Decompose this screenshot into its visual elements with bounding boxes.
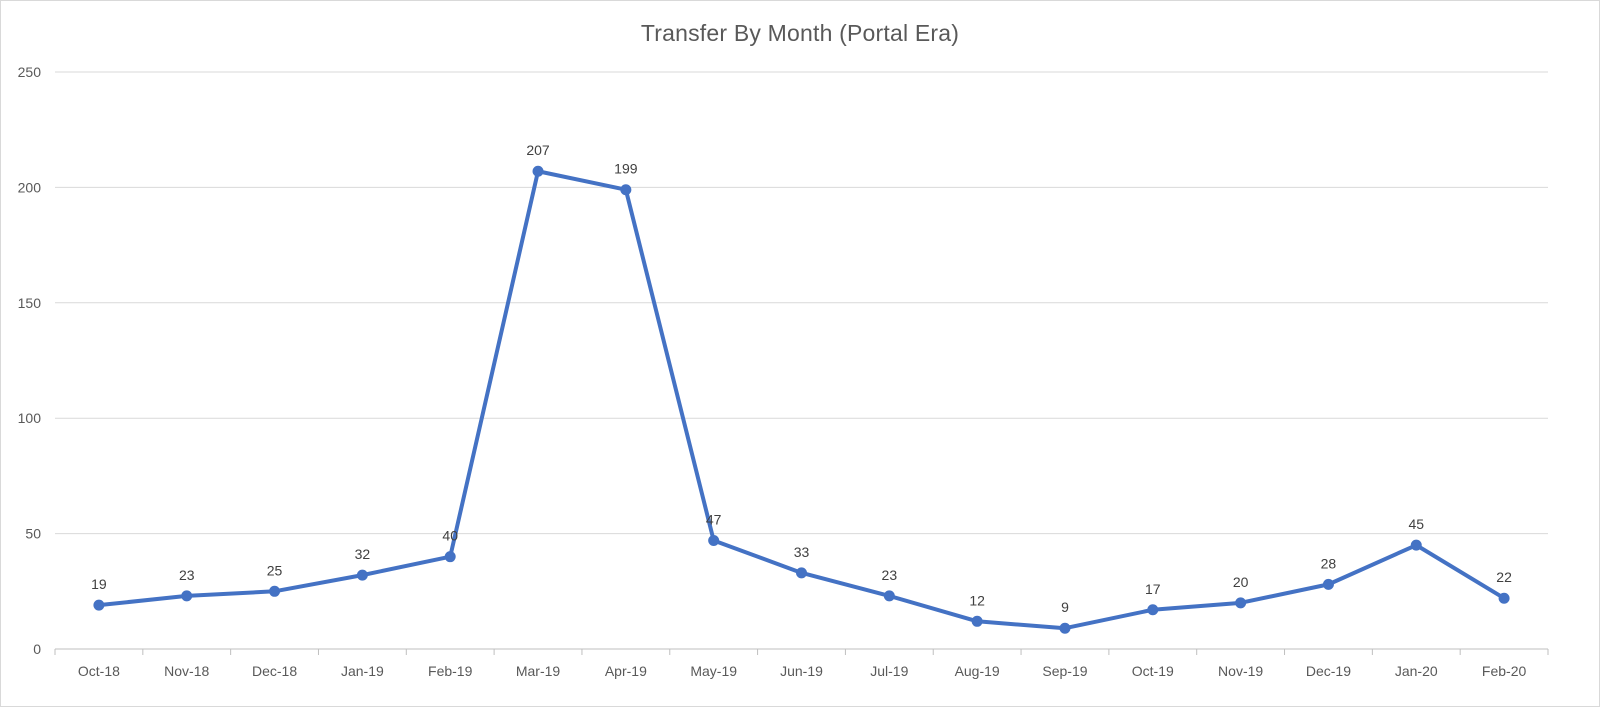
x-tick-label: Apr-19 <box>605 663 647 679</box>
x-axis: Oct-18 Nov-18 Dec-18 Jan-19 Feb-19 Mar-19 Apr-… <box>54 648 1549 679</box>
data-label: 199 <box>614 161 638 177</box>
data-point <box>883 590 895 602</box>
data-label: 45 <box>1408 516 1424 532</box>
x-tick-label: Feb-20 <box>1482 663 1527 679</box>
data-label: 20 <box>1233 574 1249 590</box>
y-axis: 0 50 100 150 200 250 <box>18 64 42 657</box>
data-label: 32 <box>355 546 371 562</box>
data-label: 28 <box>1321 555 1337 571</box>
data-point <box>708 535 720 547</box>
data-point <box>93 599 105 611</box>
data-point <box>1498 592 1510 604</box>
data-label: 9 <box>1061 599 1069 615</box>
x-tick-label: Oct-18 <box>78 663 120 679</box>
x-tick-label: Jan-20 <box>1395 663 1438 679</box>
data-label: 23 <box>179 567 195 583</box>
data-point <box>1235 597 1247 609</box>
x-tick-label: May-19 <box>690 663 737 679</box>
data-label: 207 <box>526 142 550 158</box>
data-point <box>1322 578 1334 590</box>
x-tick-label: Nov-18 <box>164 663 209 679</box>
gridlines <box>55 71 1548 535</box>
x-tick-label: Jun-19 <box>780 663 823 679</box>
series <box>93 165 1510 634</box>
data-point <box>356 569 368 581</box>
data-label: 33 <box>794 544 810 560</box>
data-point <box>269 585 281 597</box>
data-label: 47 <box>706 512 722 528</box>
data-label: 23 <box>882 567 898 583</box>
y-tick-label: 150 <box>18 295 42 311</box>
data-label: 17 <box>1145 581 1161 597</box>
y-tick-label: 0 <box>33 641 41 657</box>
data-point <box>971 615 983 627</box>
data-label: 40 <box>442 528 458 544</box>
data-label: 19 <box>91 576 107 592</box>
data-point <box>620 184 632 196</box>
data-label: 22 <box>1496 569 1512 585</box>
data-point <box>444 551 456 563</box>
data-point <box>532 165 544 177</box>
data-point <box>1059 622 1071 634</box>
x-tick-label: Mar-19 <box>516 663 561 679</box>
data-label: 25 <box>267 562 283 578</box>
data-point <box>181 590 193 602</box>
x-tick-label: Jul-19 <box>870 663 908 679</box>
x-tick-label: Nov-19 <box>1218 663 1263 679</box>
data-point <box>796 567 807 579</box>
data-point <box>1410 539 1422 551</box>
x-tick-label: Dec-19 <box>1306 663 1351 679</box>
y-tick-label: 100 <box>18 410 42 426</box>
data-labels: 19 23 25 32 40 207 199 47 33 23 12 9 17 20 28 45 22 <box>91 142 1512 615</box>
x-tick-label: Oct-19 <box>1132 663 1174 679</box>
x-tick-label: Feb-19 <box>428 663 473 679</box>
y-tick-label: 200 <box>18 179 42 195</box>
x-tick-label: Jan-19 <box>341 663 384 679</box>
y-tick-label: 50 <box>25 526 41 542</box>
y-tick-label: 250 <box>18 64 42 80</box>
x-tick-label: Dec-18 <box>252 663 297 679</box>
chart-title: Transfer By Month (Portal Era) <box>640 20 960 46</box>
x-tick-label: Sep-19 <box>1042 663 1087 679</box>
data-label: 12 <box>969 592 985 608</box>
x-tick-label: Aug-19 <box>955 663 1000 679</box>
data-point <box>1147 604 1159 616</box>
